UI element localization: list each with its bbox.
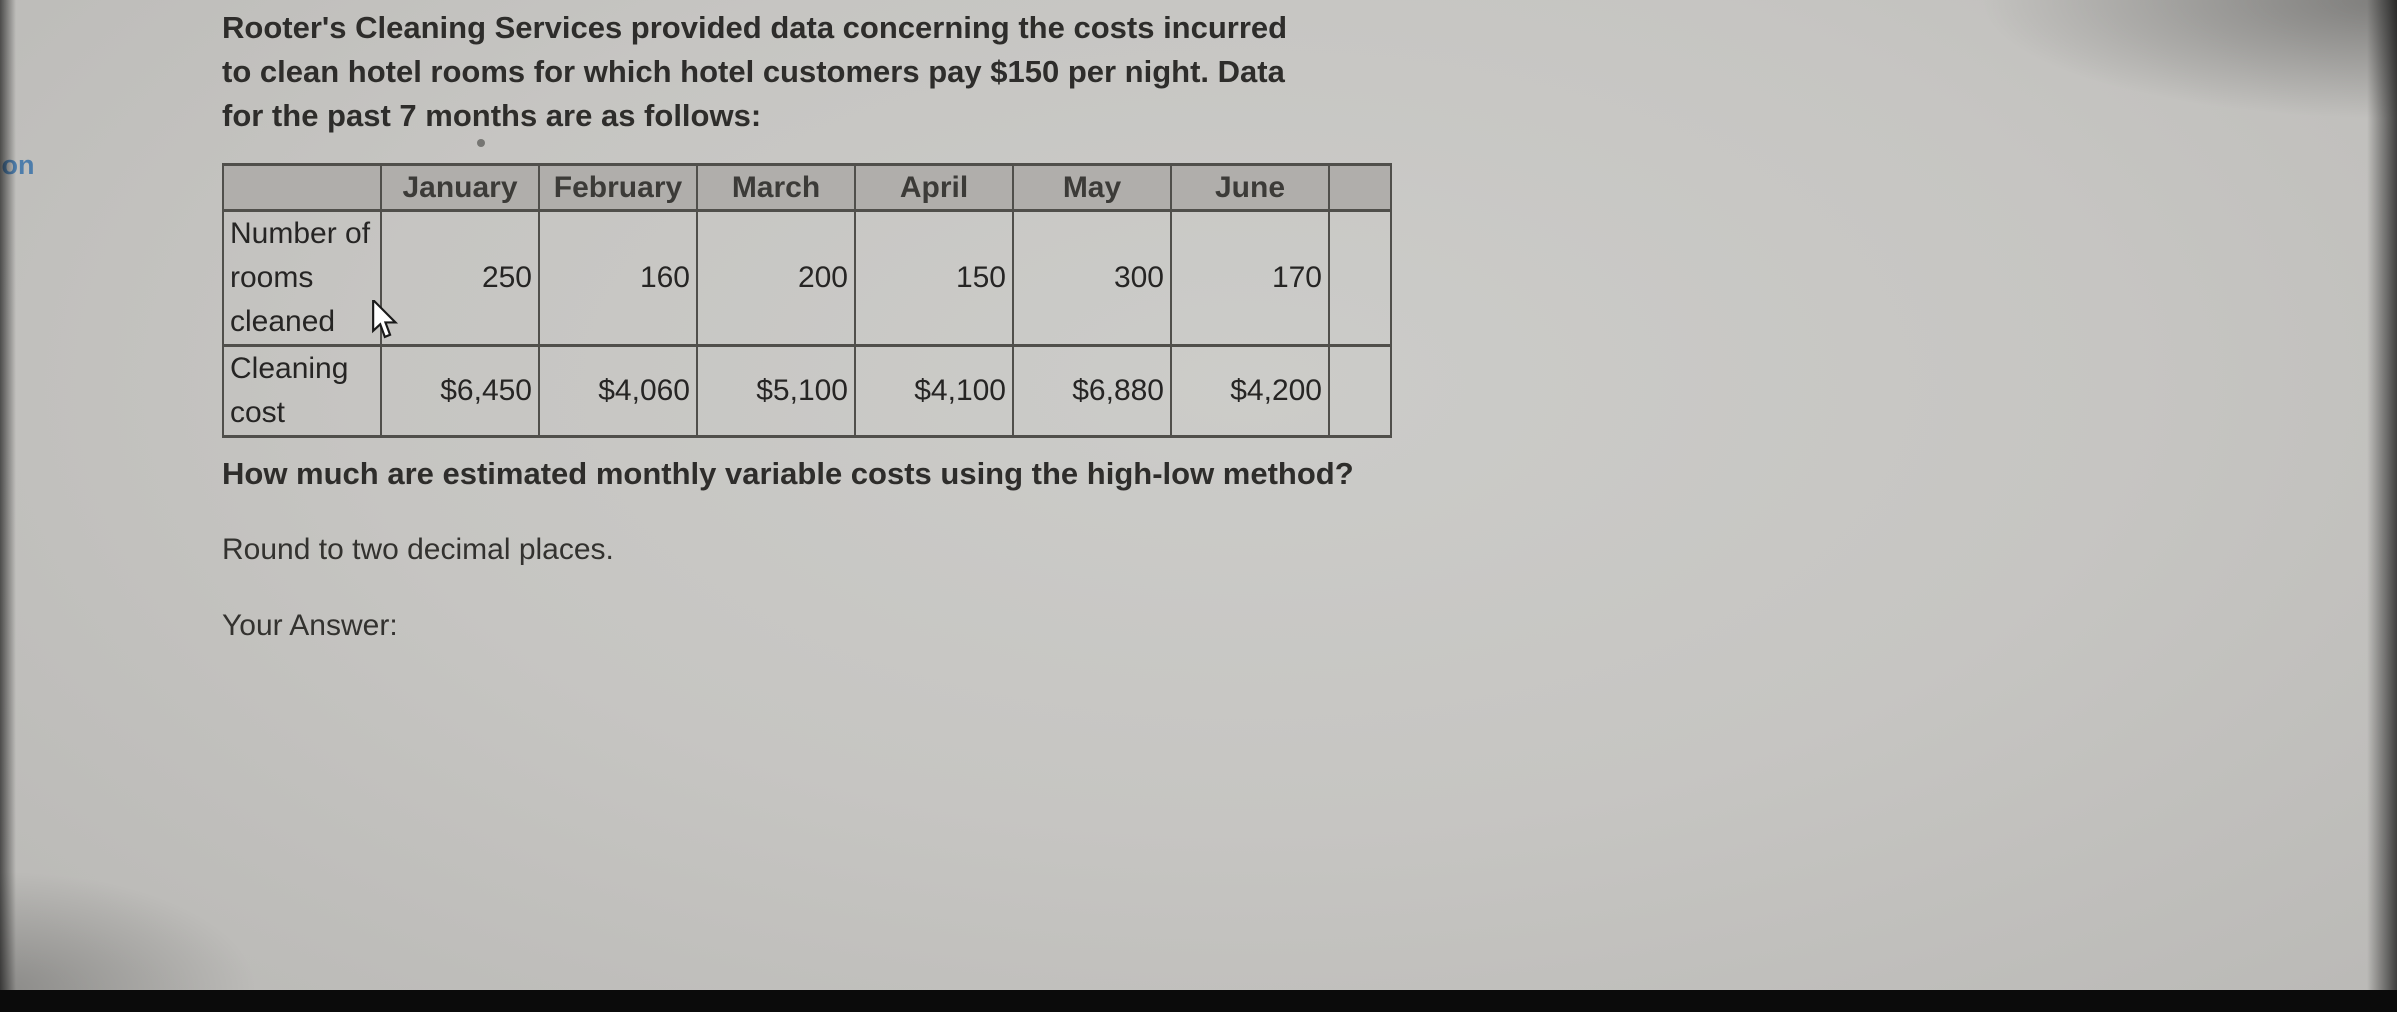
rooms-january: 250	[380, 209, 540, 347]
screen-bottom-bezel	[0, 990, 2397, 1012]
table-row-rooms-cleaned: Number of rooms cleaned 250 160 200 150 …	[222, 209, 1392, 347]
cost-march: $5,100	[696, 344, 856, 438]
mouse-cursor-icon	[372, 300, 399, 339]
cost-april: $4,100	[854, 344, 1014, 438]
question-text: Rooter's Cleaning Services provided data…	[222, 10, 1288, 133]
photo-edge-right	[2367, 0, 2397, 990]
cost-june: $4,200	[1170, 344, 1330, 438]
table-row-cleaning-cost: Cleaning cost $6,450 $4,060 $5,100 $4,10…	[222, 344, 1392, 438]
rooms-stub-cell	[1328, 209, 1392, 347]
rooms-february: 160	[538, 209, 698, 347]
row-label-cleaning-cost: Cleaning cost	[222, 344, 382, 438]
cost-stub-cell	[1328, 344, 1392, 438]
table-header-february: February	[538, 163, 698, 212]
cost-data-table: January February March April May June Nu…	[222, 163, 1392, 438]
table-header-stub	[1328, 163, 1392, 212]
instruction-text: Round to two decimal places.	[222, 533, 614, 566]
table-header-june: June	[1170, 163, 1330, 212]
photo-corner-bottom-left	[0, 870, 260, 990]
dust-speck	[477, 139, 485, 147]
photo-edge-left	[0, 0, 16, 990]
table-header-march: March	[696, 163, 856, 212]
table-header-april: April	[854, 163, 1014, 212]
answer-label: Your Answer:	[222, 609, 398, 642]
photo-corner-top-right	[1977, 0, 2397, 120]
table-header-row: January February March April May June	[222, 163, 1392, 212]
prompt-text: How much are estimated monthly variable …	[222, 456, 1354, 491]
row-label-rooms-cleaned: Number of rooms cleaned	[222, 209, 382, 347]
cost-may: $6,880	[1012, 344, 1172, 438]
table-header-january: January	[380, 163, 540, 212]
rooms-april: 150	[854, 209, 1014, 347]
rooms-may: 300	[1012, 209, 1172, 347]
table-header-empty	[222, 163, 382, 212]
cost-january: $6,450	[380, 344, 540, 438]
cost-february: $4,060	[538, 344, 698, 438]
rooms-june: 170	[1170, 209, 1330, 347]
rooms-march: 200	[696, 209, 856, 347]
table-header-may: May	[1012, 163, 1172, 212]
